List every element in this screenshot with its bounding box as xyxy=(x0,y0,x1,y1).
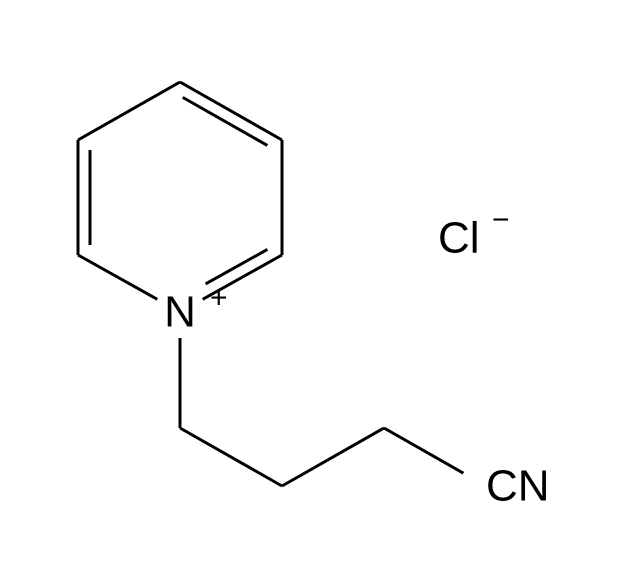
chloride-charge: − xyxy=(492,204,510,237)
chloride-ion: Cl xyxy=(438,214,480,263)
nitrogen-ring-atom: N xyxy=(164,288,196,337)
nitrogen-charge: + xyxy=(210,282,228,315)
nitrile-group: CN xyxy=(486,462,550,511)
molecule-diagram: N + CN Cl− xyxy=(0,0,640,584)
